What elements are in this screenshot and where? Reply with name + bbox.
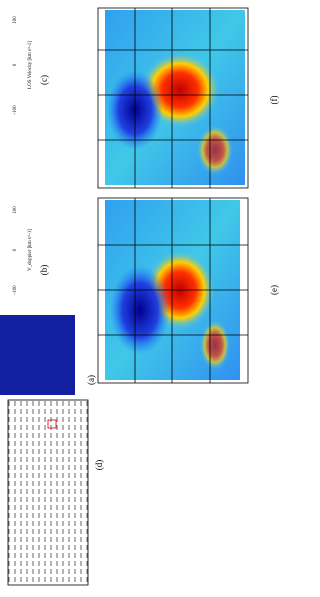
vector-field-d [7, 399, 89, 586]
panel-label: (f) [269, 96, 279, 105]
colorbar-tick: 0 [13, 63, 18, 66]
colorbar-tick: 100 [13, 206, 18, 214]
panel-label: (d) [94, 460, 104, 471]
map-e [97, 197, 249, 384]
panel-label: (a) [86, 375, 96, 385]
colorbar-tick: 100 [13, 16, 18, 24]
figure: (c) (f) (b) (e) (a) (d) LOS Velocity [km… [0, 7, 279, 586]
panel-label: (e) [269, 285, 279, 295]
panel-label: (c) [39, 75, 49, 85]
colorbar-tick: -100 [13, 105, 18, 115]
colorbar-tick: 0 [13, 248, 18, 251]
panel-label: (b) [39, 265, 49, 276]
colorbar-title: LOS Velocity [km s^-1] [28, 41, 33, 89]
colorbar-title: V_doppler [km s^-1] [28, 229, 33, 271]
colorbar-tick: -100 [13, 285, 18, 295]
map-f [97, 7, 249, 189]
image-a [0, 315, 75, 395]
